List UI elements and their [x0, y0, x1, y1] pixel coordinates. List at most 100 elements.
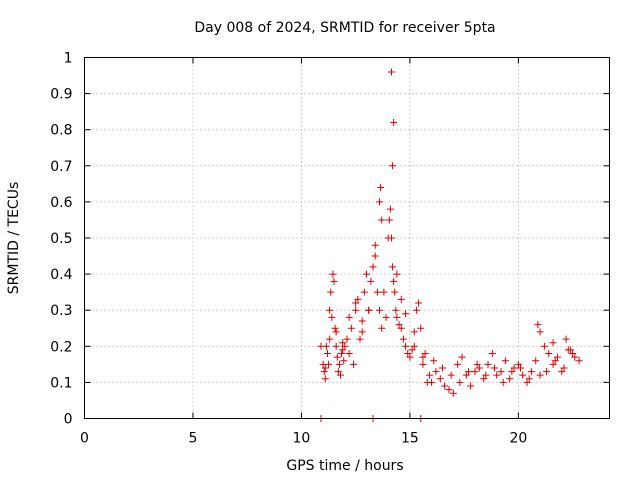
data-point	[467, 382, 475, 390]
data-point	[323, 350, 331, 358]
data-point	[527, 368, 535, 376]
x-tick-label: 5	[189, 431, 198, 447]
y-tick-label: 0.1	[50, 375, 72, 391]
data-point	[545, 350, 553, 358]
data-point	[404, 350, 412, 358]
data-point	[543, 368, 551, 376]
data-point	[352, 299, 360, 307]
data-point	[377, 183, 385, 191]
data-point	[421, 350, 429, 358]
data-point	[386, 205, 394, 213]
data-point	[322, 342, 330, 350]
data-point	[471, 368, 479, 376]
data-point	[392, 306, 400, 314]
data-point	[523, 378, 531, 386]
data-point	[389, 263, 397, 271]
y-tick-label: 0.7	[50, 159, 72, 175]
data-point	[385, 216, 393, 224]
data-point	[514, 360, 522, 368]
y-tick-label: 0	[64, 412, 73, 428]
x-tick-label: 15	[401, 431, 419, 447]
data-point	[491, 364, 499, 372]
data-point	[449, 389, 457, 397]
data-point	[430, 357, 438, 365]
y-axis-label: SRMTID / TECUs	[6, 182, 22, 295]
data-point	[549, 339, 557, 347]
data-point	[339, 346, 347, 354]
data-point	[325, 360, 333, 368]
data-point	[506, 375, 514, 383]
data-point	[534, 321, 542, 329]
data-point	[352, 306, 360, 314]
data-point	[358, 317, 366, 325]
data-point	[327, 288, 335, 296]
y-tick-label: 1	[64, 51, 73, 67]
data-point	[395, 321, 403, 329]
data-point	[343, 335, 351, 343]
data-point	[390, 118, 398, 126]
data-point	[320, 368, 328, 376]
data-point	[399, 335, 407, 343]
data-point	[350, 360, 358, 368]
data-point	[458, 353, 466, 361]
data-point	[419, 360, 427, 368]
y-tick-label: 0.8	[50, 123, 72, 139]
data-point	[369, 263, 377, 271]
data-point	[475, 364, 483, 372]
data-point	[331, 324, 339, 332]
x-tick-label: 0	[80, 431, 89, 447]
data-point	[497, 368, 505, 376]
data-point	[473, 360, 481, 368]
data-point	[321, 364, 329, 372]
data-point	[510, 364, 518, 372]
data-point	[436, 375, 444, 383]
data-point	[376, 306, 384, 314]
data-point	[525, 375, 533, 383]
data-point	[417, 324, 425, 332]
data-point	[488, 350, 496, 358]
data-point	[373, 288, 381, 296]
data-point	[397, 295, 405, 303]
data-point	[456, 378, 464, 386]
data-point	[558, 368, 566, 376]
data-point	[371, 241, 379, 249]
data-point	[575, 357, 583, 365]
data-point	[354, 295, 362, 303]
data-point	[326, 306, 334, 314]
data-point	[393, 270, 401, 278]
data-point	[358, 328, 366, 336]
data-point	[551, 357, 559, 365]
data-point	[432, 368, 440, 376]
data-point	[332, 342, 340, 350]
data-point	[335, 360, 343, 368]
data-point	[393, 313, 401, 321]
data-point	[508, 368, 516, 376]
y-tick-label: 0.6	[50, 195, 72, 211]
y-tick-label: 0.3	[50, 303, 72, 319]
data-point	[391, 288, 399, 296]
data-point	[360, 288, 368, 296]
data-point	[501, 357, 509, 365]
data-point	[408, 346, 416, 354]
data-point	[367, 277, 375, 285]
data-point	[371, 252, 379, 260]
data-point	[428, 378, 436, 386]
data-point	[536, 371, 544, 379]
data-point	[387, 68, 395, 76]
data-point	[562, 335, 570, 343]
chart-title: Day 008 of 2024, SRMTID for receiver 5pt…	[194, 20, 495, 36]
data-point	[462, 371, 470, 379]
data-point	[402, 310, 410, 318]
data-point	[330, 277, 338, 285]
data-point	[445, 386, 453, 394]
data-point	[397, 324, 405, 332]
data-point	[517, 364, 525, 372]
data-point	[532, 357, 540, 365]
data-point	[564, 346, 572, 354]
data-point	[345, 313, 353, 321]
data-point	[549, 360, 557, 368]
data-point	[553, 353, 561, 361]
data-point	[365, 306, 373, 314]
data-point	[412, 306, 420, 314]
